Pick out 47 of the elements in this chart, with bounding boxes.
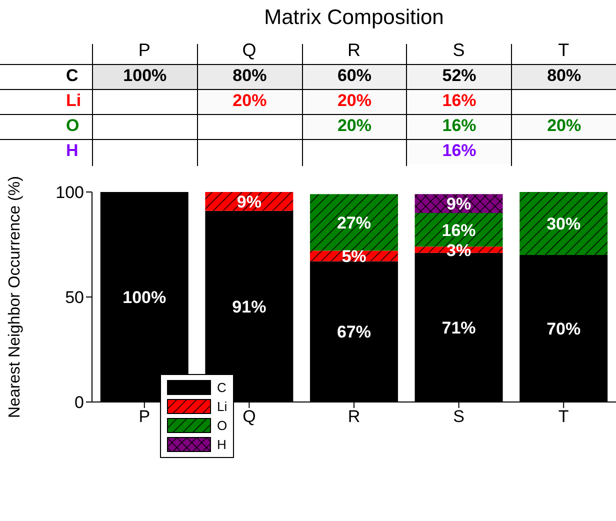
y-tick-label: Li xyxy=(66,91,82,111)
data-label: 16% xyxy=(407,115,512,139)
y-axis-title: Nearest Neighbor Occurrence (%) xyxy=(6,176,24,418)
data-label: 70% xyxy=(546,320,581,338)
chart-title: Matrix Composition xyxy=(263,6,445,30)
data-label: 16% xyxy=(442,220,476,240)
x-tick-label: S xyxy=(452,40,466,61)
y-tick-label: 100 xyxy=(56,183,84,202)
data-label: 80% xyxy=(512,65,616,89)
data-label: 9% xyxy=(446,194,472,214)
x-tick-label: P xyxy=(138,407,150,426)
x-tick-label: T xyxy=(558,407,569,426)
y-tick-label: H xyxy=(66,141,78,161)
legend-label: C xyxy=(217,380,226,395)
data-label: 71% xyxy=(442,318,476,338)
data-label: 20% xyxy=(512,115,616,139)
x-tick-label: S xyxy=(453,407,464,426)
bar xyxy=(520,192,608,255)
legend-label: H xyxy=(217,437,226,452)
data-label: 80% xyxy=(198,65,302,89)
data-label: 91% xyxy=(232,297,266,316)
x-tick-label: T xyxy=(557,40,570,61)
bar xyxy=(414,194,503,213)
y-tick-label: 50 xyxy=(65,288,84,308)
data-label: 67% xyxy=(336,322,371,342)
data-label: 20% xyxy=(302,90,406,114)
legend-label: O xyxy=(217,418,228,433)
data-label: 30% xyxy=(546,214,581,234)
y-tick-label: O xyxy=(66,116,80,136)
data-label: 16% xyxy=(407,90,512,114)
x-tick-label: R xyxy=(348,407,360,426)
x-tick-label: P xyxy=(137,40,152,61)
bar xyxy=(310,194,398,251)
data-label: 100% xyxy=(93,65,197,89)
data-label: 52% xyxy=(407,65,512,89)
data-label: 20% xyxy=(302,115,406,139)
y-tick-label: 0 xyxy=(74,393,84,412)
y-tick-label: C xyxy=(66,66,78,86)
legend-label: Li xyxy=(217,399,228,414)
x-tick-label: Q xyxy=(241,40,258,61)
x-tick-label: R xyxy=(346,40,362,61)
data-label: 16% xyxy=(407,140,512,164)
x-tick-label: Q xyxy=(242,407,256,426)
data-label: 60% xyxy=(302,65,406,89)
data-label: 27% xyxy=(336,213,371,232)
data-label: 100% xyxy=(122,288,166,307)
data-label: 20% xyxy=(198,90,302,114)
